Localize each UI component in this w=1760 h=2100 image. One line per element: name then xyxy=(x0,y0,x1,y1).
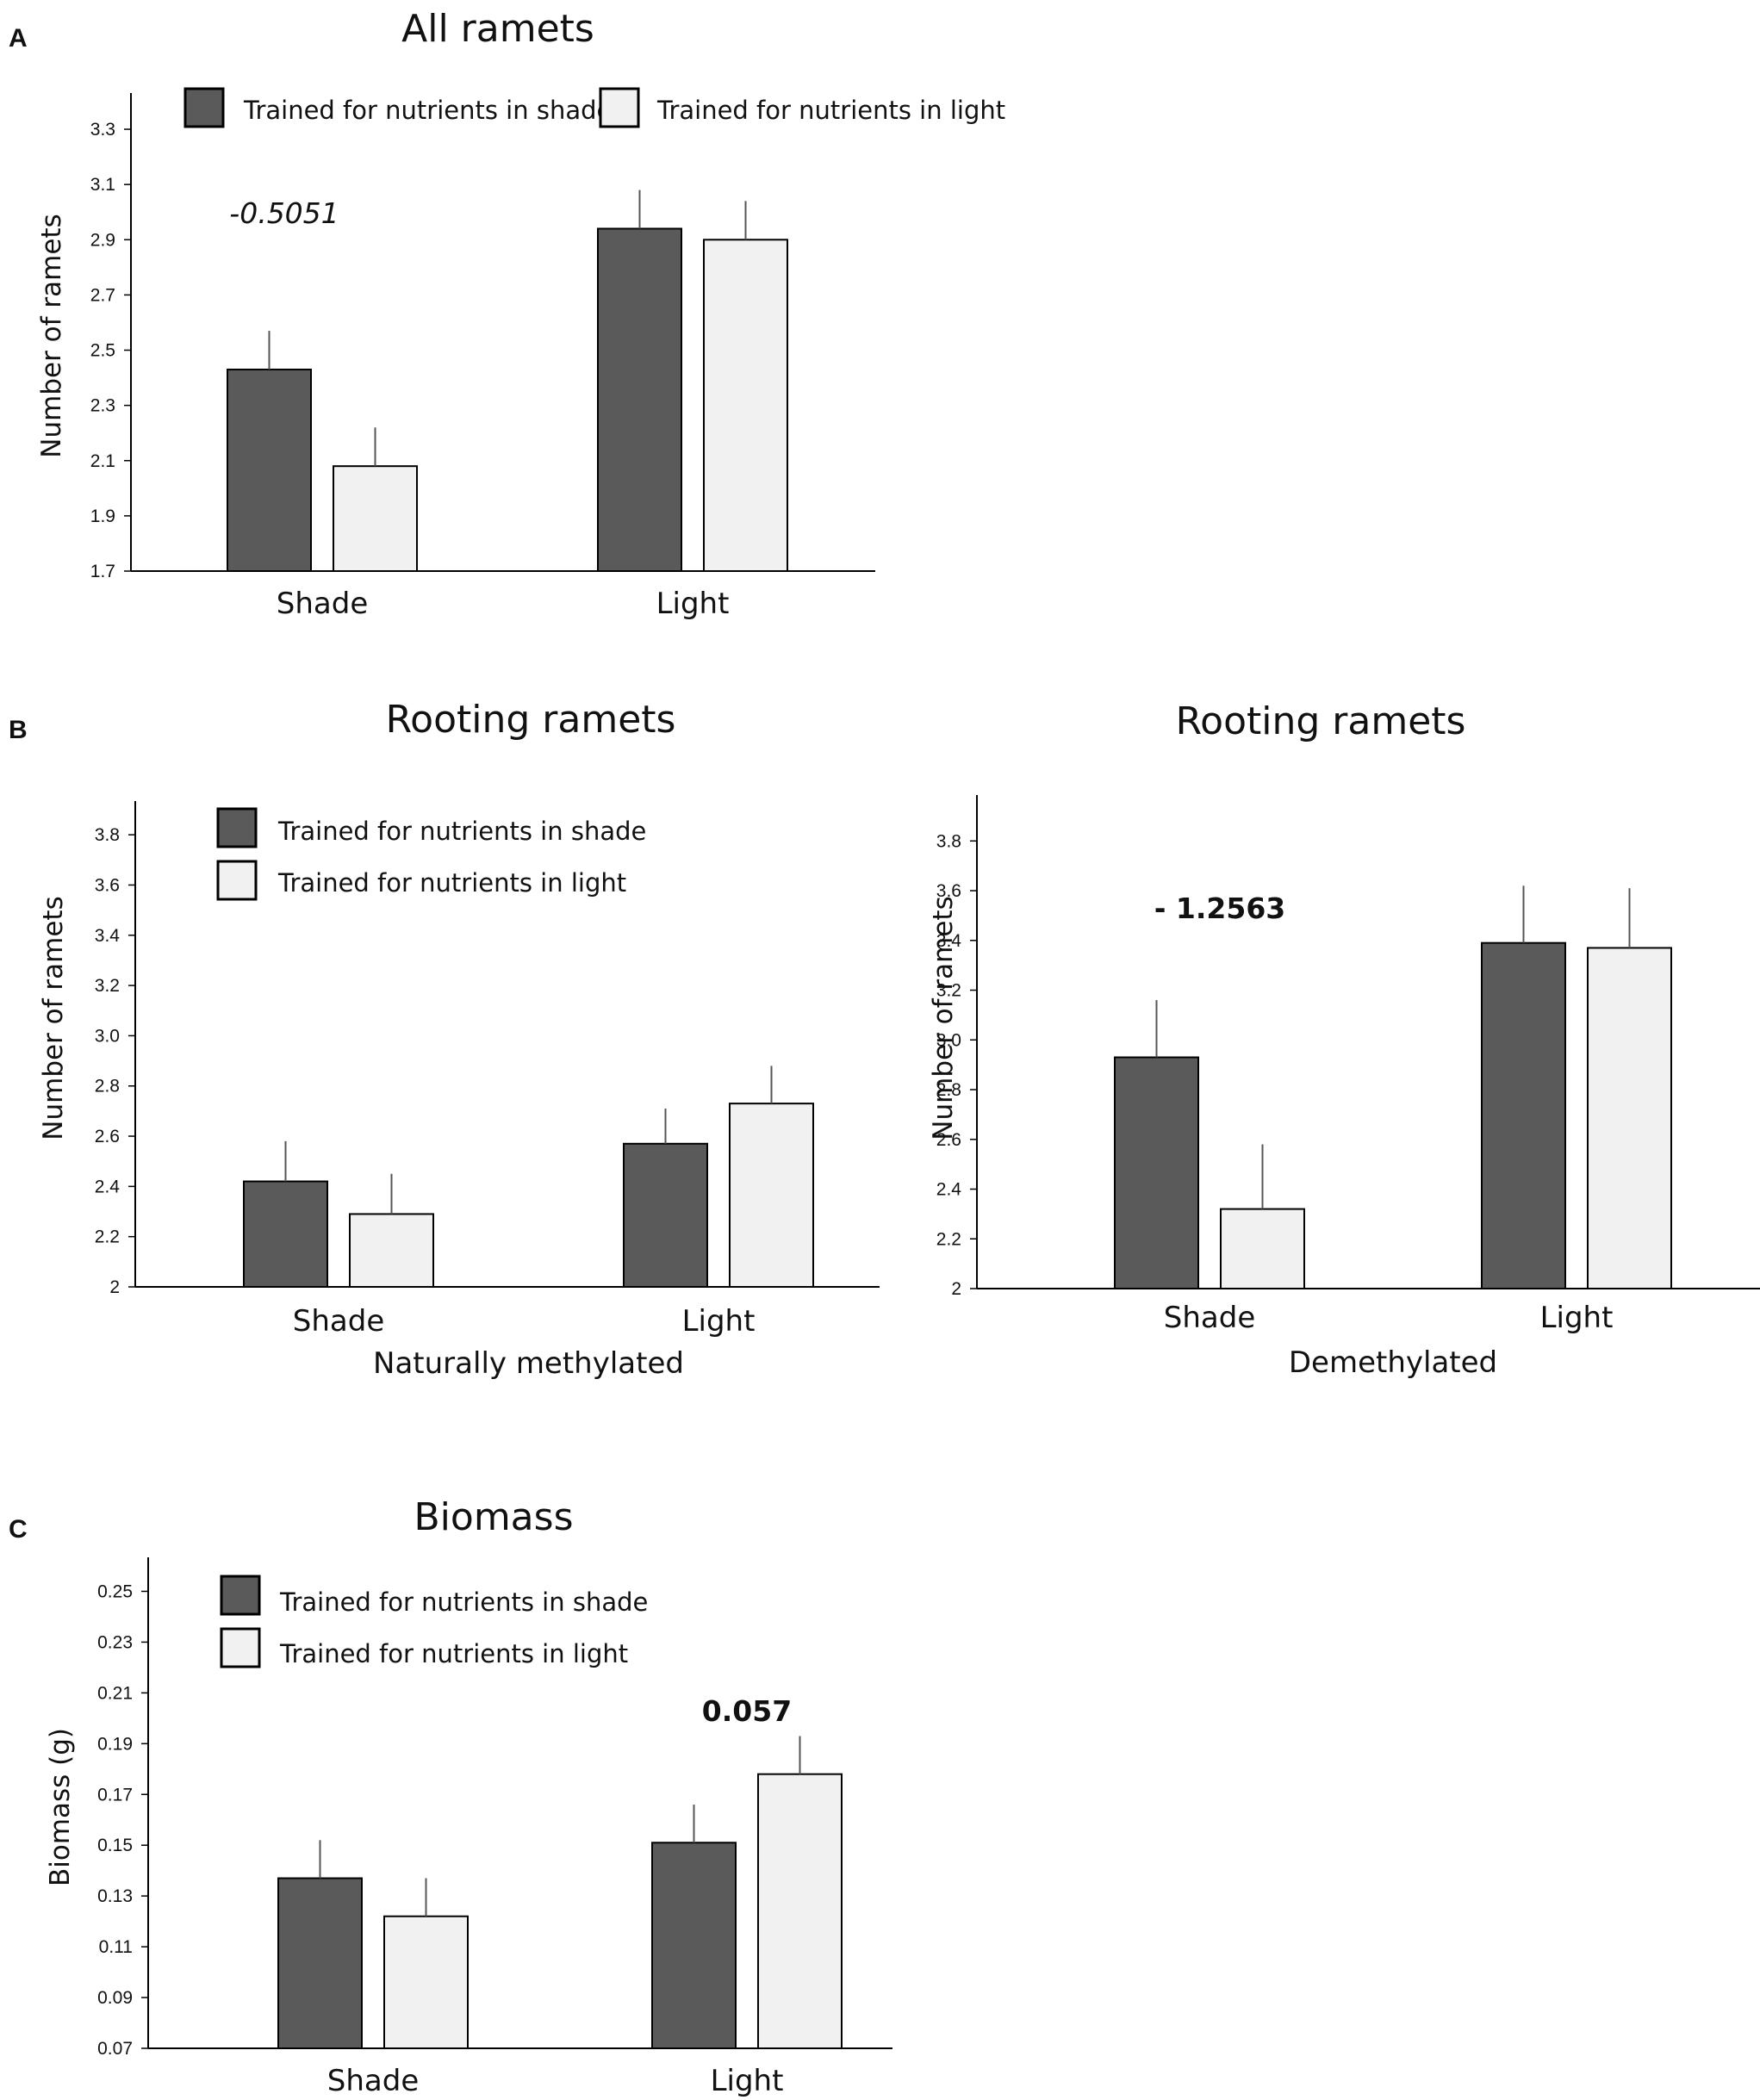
bar xyxy=(729,1103,814,1288)
y-tick-label: 0.21 xyxy=(97,1683,133,1703)
y-tick-label: 3.6 xyxy=(936,881,961,901)
panel-b-rooting-ramets-demethylated: Rooting ramets 2 2.2 2.4 2.6 2.8 3.0 3.2 3.4 3.6 3… xyxy=(928,699,1760,1380)
y-tick-label: 2.4 xyxy=(936,1180,962,1200)
y-tick-label: 2.7 xyxy=(90,285,115,305)
y-tick-label: 3.0 xyxy=(95,1026,120,1046)
y-tick-label: 0.07 xyxy=(97,2039,133,2059)
legend-swatch xyxy=(216,860,258,901)
bar xyxy=(757,1773,843,2050)
bar xyxy=(1220,1208,1305,1289)
y-tick-label: 2.8 xyxy=(936,1080,961,1100)
y-tick-label: 3.2 xyxy=(95,976,120,996)
legend-swatch xyxy=(599,87,640,128)
y-tick-label: 0.11 xyxy=(99,1937,133,1957)
panel-b-rooting-ramets-methylated: B Rooting ramets 2 2.2 2.4 2.6 2.8 3.0 3.2 3.4 3.6… xyxy=(9,698,880,1381)
y-tick-label: 3.3 xyxy=(90,120,115,140)
bar xyxy=(623,1142,708,1289)
significance-annotation: -0.5051 xyxy=(229,196,339,230)
y-tick-label: 2.3 xyxy=(90,396,115,416)
x-axis-title: Naturally methylated xyxy=(373,1346,684,1381)
panel-letter: C xyxy=(9,1515,28,1544)
legend-label: Trained for nutrients in light xyxy=(656,96,1005,125)
y-axis-title: Number of ramets xyxy=(38,896,69,1140)
x-category-label: Light xyxy=(711,2064,784,2098)
significance-annotation: 0.057 xyxy=(702,1694,792,1728)
legend-label: Trained for nutrients in light xyxy=(277,868,626,898)
y-tick-label: 0.17 xyxy=(97,1785,133,1805)
legend-label: Trained for nutrients in shade xyxy=(277,817,646,846)
legend-label: Trained for nutrients in shade xyxy=(279,1587,648,1617)
y-tick-label: 0.23 xyxy=(97,1632,133,1652)
y-tick-label: 2.6 xyxy=(936,1130,961,1150)
bar xyxy=(243,1180,328,1289)
y-tick-label: 3.4 xyxy=(936,931,962,951)
y-tick-label: 0.19 xyxy=(97,1734,133,1754)
y-tick-label: 0.25 xyxy=(97,1581,133,1601)
y-tick-label: 2.8 xyxy=(95,1077,120,1097)
x-category-label: Shade xyxy=(1164,1301,1255,1335)
y-tick-label: 3.2 xyxy=(936,981,961,1001)
x-axis-title: Demethylated xyxy=(1289,1345,1497,1380)
bar xyxy=(349,1213,434,1289)
bar xyxy=(333,465,418,572)
y-axis-title: Number of ramets xyxy=(36,214,67,457)
chart-title: Rooting ramets xyxy=(1176,699,1466,743)
panel-a-all-ramets: A All ramets 1.7 1.9 2.1 2.3 2.5 2.7 2.9 3.1 3.3 Nu… xyxy=(9,7,1005,621)
x-category-label: Light xyxy=(656,587,730,621)
y-tick-label: 1.9 xyxy=(90,506,115,526)
bar xyxy=(383,1915,469,2049)
y-tick-label: 2.2 xyxy=(95,1227,120,1247)
chart-title: Biomass xyxy=(414,1495,573,1539)
bar xyxy=(703,239,788,572)
x-category-label: Light xyxy=(682,1304,756,1339)
x-category-label: Light xyxy=(1540,1301,1614,1335)
panel-letter: A xyxy=(9,24,28,53)
bar xyxy=(651,1842,737,2050)
y-tick-label: 0.13 xyxy=(97,1886,133,1906)
legend-swatch xyxy=(220,1575,261,1616)
y-tick-label: 3.0 xyxy=(936,1030,961,1050)
y-tick-label: 2 xyxy=(951,1279,961,1299)
chart-title: Rooting ramets xyxy=(386,698,676,742)
bar xyxy=(227,368,312,572)
legend-label: Trained for nutrients in light xyxy=(279,1639,628,1668)
y-tick-label: 3.6 xyxy=(95,875,120,895)
legend-swatch xyxy=(216,807,258,848)
panel-letter: B xyxy=(9,716,28,744)
x-category-label: Shade xyxy=(327,2064,419,2098)
bar xyxy=(597,227,682,572)
significance-annotation: - 1.2563 xyxy=(1154,892,1286,925)
legend-label: Trained for nutrients in shade xyxy=(243,96,612,125)
y-tick-label: 2.4 xyxy=(95,1177,121,1196)
y-tick-label: 2.1 xyxy=(90,451,115,471)
y-tick-label: 0.15 xyxy=(97,1836,133,1855)
y-tick-label: 3.8 xyxy=(95,825,120,845)
y-axis-title: Biomass (g) xyxy=(45,1728,76,1886)
y-tick-label: 3.4 xyxy=(95,926,121,946)
y-tick-label: 3.1 xyxy=(90,175,115,195)
y-tick-label: 2.6 xyxy=(95,1127,120,1146)
bar xyxy=(1587,947,1672,1289)
bar xyxy=(1114,1056,1199,1289)
y-tick-label: 2.9 xyxy=(90,230,115,250)
y-tick-label: 2.5 xyxy=(90,341,115,361)
y-tick-label: 2.2 xyxy=(936,1229,961,1249)
y-tick-label: 0.09 xyxy=(97,1988,133,2008)
y-tick-label: 3.8 xyxy=(936,831,961,851)
y-tick-label: 1.7 xyxy=(90,562,115,581)
x-category-label: Shade xyxy=(277,587,368,621)
chart-title: All ramets xyxy=(401,7,594,51)
y-axis-title: Number of ramets xyxy=(928,896,959,1140)
legend-swatch xyxy=(220,1627,261,1668)
y-tick-label: 2 xyxy=(109,1277,120,1297)
panel-c-biomass: C Biomass 0.07 0.09 0.11 0.13 0.15 0.17 0.19 0.21… xyxy=(9,1495,892,2098)
bar xyxy=(277,1877,363,2050)
bar xyxy=(1481,941,1566,1289)
x-category-label: Shade xyxy=(293,1304,384,1339)
legend-swatch xyxy=(183,87,225,128)
